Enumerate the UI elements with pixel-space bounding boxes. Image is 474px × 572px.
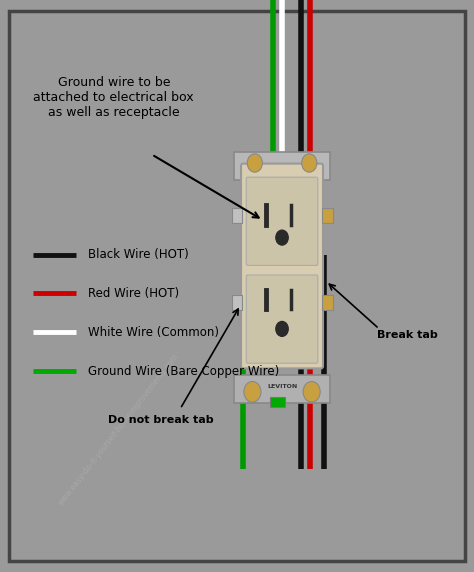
Text: www.easy-do-it-yourself-homeimprovements.com: www.easy-do-it-yourself-homeimprovements… xyxy=(57,351,181,507)
FancyBboxPatch shape xyxy=(246,177,318,265)
Bar xyxy=(234,152,330,180)
Text: Ground Wire (Bare Copper Wire): Ground Wire (Bare Copper Wire) xyxy=(88,365,279,378)
Circle shape xyxy=(276,230,288,245)
Bar xyxy=(231,208,242,223)
Text: White Wire (Common): White Wire (Common) xyxy=(88,326,219,339)
Text: LEVITON: LEVITON xyxy=(267,384,297,390)
Circle shape xyxy=(301,154,317,172)
Bar xyxy=(234,375,330,403)
Text: Black Wire (HOT): Black Wire (HOT) xyxy=(88,248,189,261)
Bar xyxy=(231,295,242,310)
Text: Break tab: Break tab xyxy=(377,329,438,340)
Bar xyxy=(322,295,332,310)
FancyBboxPatch shape xyxy=(241,164,323,368)
Text: Do not break tab: Do not break tab xyxy=(109,415,214,426)
Text: Red Wire (HOT): Red Wire (HOT) xyxy=(88,287,179,300)
FancyBboxPatch shape xyxy=(246,275,318,363)
Bar xyxy=(322,208,332,223)
Circle shape xyxy=(303,382,320,402)
Text: Ground wire to be
attached to electrical box
as well as receptacle: Ground wire to be attached to electrical… xyxy=(34,76,194,119)
Circle shape xyxy=(276,321,288,336)
Circle shape xyxy=(247,154,262,172)
Circle shape xyxy=(244,382,261,402)
Bar xyxy=(270,397,284,407)
